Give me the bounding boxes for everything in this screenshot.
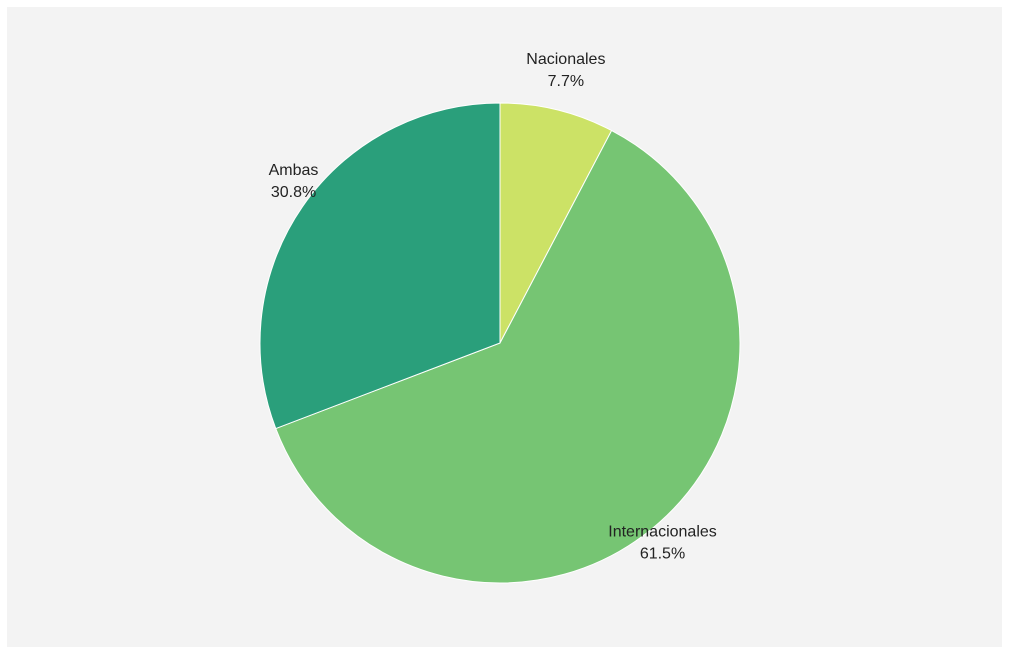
slice-value-ambas: 30.8% xyxy=(271,184,316,201)
pie-slices xyxy=(259,102,741,584)
slice-value-internacionales: 61.5% xyxy=(640,546,685,563)
slice-label-nacionales: Nacionales xyxy=(526,51,605,68)
slice-label-internacionales: Internacionales xyxy=(608,524,717,541)
pie-slice-nacionales xyxy=(499,102,613,344)
pie-labels: Nacionales 7.7% Internacionales 61.5% Ambas 3… xyxy=(269,51,717,563)
slice-label-ambas: Ambas xyxy=(269,162,319,179)
pie-slice-ambas xyxy=(259,102,501,430)
slice-value-nacionales: 7.7% xyxy=(548,73,584,90)
pie-slice-internacionales xyxy=(275,129,741,584)
